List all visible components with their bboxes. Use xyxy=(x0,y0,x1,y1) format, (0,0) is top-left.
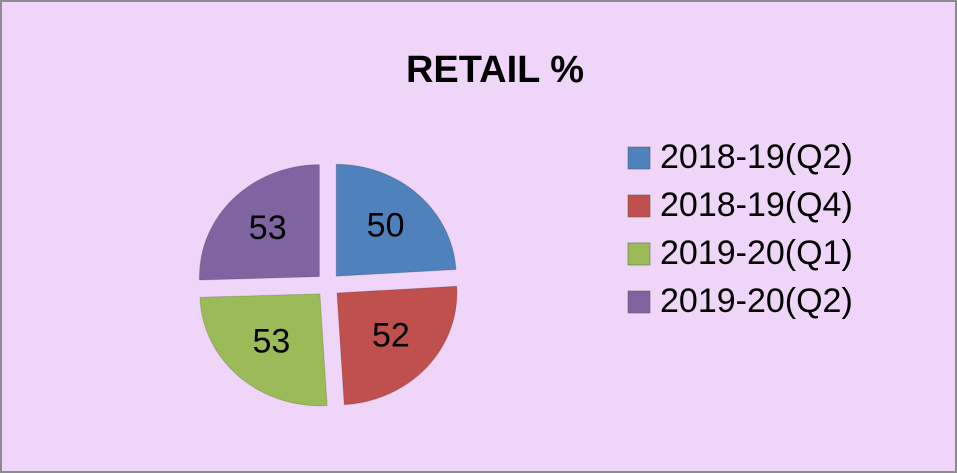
legend-swatch xyxy=(627,242,651,266)
legend-swatch xyxy=(627,146,651,170)
data-label: 52 xyxy=(372,317,410,355)
legend-swatch xyxy=(627,290,651,314)
pie-slice xyxy=(198,164,320,281)
legend-label: 2018-19(Q2) xyxy=(660,138,853,176)
data-label: 53 xyxy=(249,209,287,247)
legend-label: 2019-20(Q1) xyxy=(660,234,853,272)
pie-slice xyxy=(335,163,457,277)
legend-swatch xyxy=(627,194,651,218)
legend-label: 2019-20(Q2) xyxy=(660,282,853,320)
pie-slice xyxy=(336,285,458,406)
data-label: 50 xyxy=(367,206,405,244)
chart-title: RETAIL % xyxy=(406,49,584,91)
data-label: 53 xyxy=(252,322,290,360)
pie-slice xyxy=(199,293,328,407)
legend-label: 2018-19(Q4) xyxy=(660,186,853,224)
